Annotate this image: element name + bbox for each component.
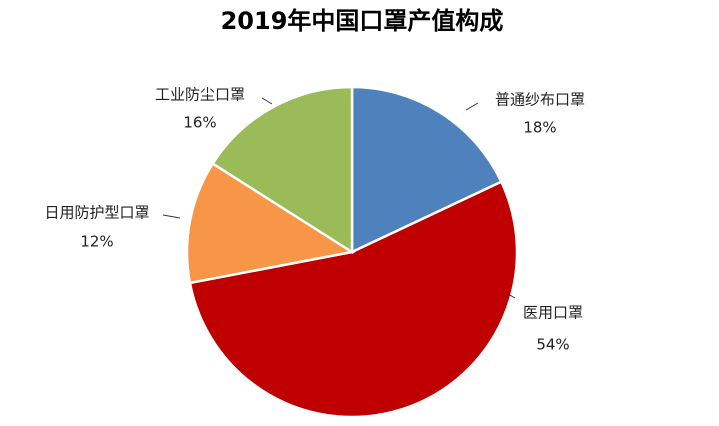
pie-slice bbox=[350, 85, 503, 254]
slice-label: 医用口罩 bbox=[523, 304, 583, 322]
pie-slice bbox=[185, 161, 356, 285]
value-label: 54% bbox=[536, 336, 569, 354]
pie-slice bbox=[188, 180, 519, 419]
value-label: 18% bbox=[523, 119, 556, 137]
value-label: 16% bbox=[183, 114, 216, 132]
pie-slice bbox=[210, 85, 354, 255]
leader-line bbox=[465, 102, 479, 111]
slice-label: 工业防尘口罩 bbox=[155, 86, 245, 104]
slice-label: 普通纱布口罩 bbox=[495, 91, 585, 109]
value-label: 12% bbox=[80, 233, 113, 251]
leader-line bbox=[162, 214, 181, 219]
slice-label: 日用防护型口罩 bbox=[44, 204, 149, 222]
chart-title: 2019年中国口罩产值构成 bbox=[221, 7, 504, 35]
leader-line bbox=[261, 97, 273, 105]
leader-line bbox=[507, 293, 516, 299]
